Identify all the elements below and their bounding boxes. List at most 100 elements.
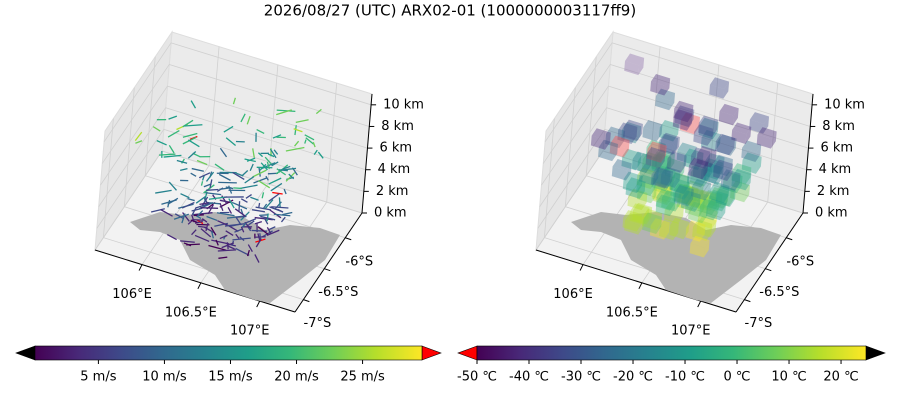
wind-arrow bbox=[218, 181, 237, 184]
temperature-voxel bbox=[609, 143, 625, 158]
temperature-voxel bbox=[708, 194, 724, 209]
wind-arrow bbox=[295, 119, 309, 124]
temperature-voxel bbox=[730, 188, 745, 203]
temperature-voxel bbox=[716, 141, 732, 156]
y-tick-label: -6°S bbox=[345, 254, 373, 269]
wind-arrow bbox=[196, 159, 208, 166]
temperature-voxel bbox=[632, 210, 648, 225]
wind-arrow bbox=[259, 163, 267, 171]
temperature-voxel bbox=[712, 162, 728, 177]
temperature-voxel bbox=[702, 162, 709, 180]
wind-arrow bbox=[219, 234, 228, 240]
temperature-voxel bbox=[715, 185, 735, 197]
temperature-voxel bbox=[684, 186, 704, 199]
temperature-voxel bbox=[687, 165, 707, 178]
wind-arrow bbox=[218, 256, 228, 259]
temperature-voxel bbox=[659, 140, 675, 155]
temperature-voxel bbox=[642, 208, 663, 221]
temperature-voxel bbox=[730, 138, 737, 156]
temperature-voxel bbox=[679, 184, 699, 196]
temperature-voxel bbox=[691, 178, 712, 191]
temperature-voxel bbox=[697, 215, 717, 228]
z-tick-label: 10 km bbox=[824, 97, 865, 112]
temperature-voxel bbox=[650, 174, 666, 189]
temperature-voxel bbox=[714, 192, 730, 207]
temperature-voxel bbox=[680, 155, 687, 173]
wind-arrow bbox=[262, 203, 268, 209]
x-tick-label: 106.5°E bbox=[165, 305, 217, 320]
temperature-voxel bbox=[673, 223, 679, 241]
wind-arrow bbox=[269, 206, 284, 213]
temperature-voxel bbox=[650, 171, 657, 190]
temperature-voxel bbox=[697, 152, 704, 171]
temperature-voxel bbox=[669, 180, 685, 195]
temperature-voxel bbox=[670, 172, 690, 185]
temperature-voxel bbox=[655, 173, 671, 188]
temperature-voxel bbox=[676, 196, 692, 211]
temperature-voxel bbox=[712, 119, 719, 137]
wind-arrow bbox=[191, 167, 204, 172]
temperature-voxel bbox=[646, 146, 666, 159]
temperature-voxel bbox=[706, 163, 713, 181]
temperature-voxel bbox=[655, 149, 676, 161]
land bbox=[571, 212, 781, 303]
temperature-voxel bbox=[677, 142, 697, 155]
temperature-voxel bbox=[709, 77, 730, 90]
temperature-voxel bbox=[715, 133, 736, 146]
wind-arrow bbox=[304, 139, 307, 144]
land bbox=[130, 212, 340, 303]
wind-arrow bbox=[208, 244, 227, 251]
temperature-voxel bbox=[704, 169, 710, 187]
wind-arrow bbox=[268, 177, 282, 185]
temperature-voxel bbox=[720, 203, 726, 221]
wind-arrow bbox=[260, 215, 276, 221]
wind-arrow bbox=[241, 170, 249, 177]
wind-arrow bbox=[278, 169, 288, 172]
temperature-voxel bbox=[763, 116, 770, 134]
temperature-voxel bbox=[665, 155, 672, 173]
colorbar-under bbox=[457, 345, 478, 361]
temperature-voxel bbox=[756, 134, 772, 149]
temperature-voxel bbox=[629, 210, 645, 225]
y-axis bbox=[735, 212, 804, 313]
temperature-voxel bbox=[659, 218, 679, 231]
temperature-voxel bbox=[674, 137, 680, 155]
wind-arrow bbox=[258, 202, 261, 208]
wind-arrow bbox=[206, 215, 218, 222]
wind-arrow bbox=[240, 113, 246, 123]
wind-arrow bbox=[235, 233, 240, 240]
temperature-voxel bbox=[642, 216, 658, 231]
temperature-voxel bbox=[669, 93, 676, 111]
temperature-voxel bbox=[706, 223, 713, 242]
temperature-voxel bbox=[684, 180, 704, 192]
temperature-voxel bbox=[669, 170, 676, 188]
y-tick-label: -6°S bbox=[786, 254, 814, 269]
temperature-voxel bbox=[683, 193, 699, 208]
x-tick bbox=[579, 264, 584, 271]
wind-arrow bbox=[266, 213, 269, 222]
wind-arrow bbox=[206, 188, 219, 191]
temperature-voxel bbox=[686, 187, 693, 205]
temperature-voxel bbox=[702, 197, 718, 212]
temperature-voxel bbox=[700, 170, 707, 188]
wind-arrow bbox=[211, 239, 230, 245]
temperature-voxel bbox=[696, 153, 712, 168]
temperature-voxel bbox=[702, 206, 709, 224]
temperature-voxel bbox=[719, 103, 739, 116]
temperature-voxel bbox=[651, 160, 667, 175]
temperature-voxel bbox=[712, 122, 719, 140]
wind-arrow bbox=[155, 189, 172, 194]
x-tick-label: 106°E bbox=[553, 287, 593, 302]
temperature-voxel bbox=[679, 162, 685, 180]
wind-arrow bbox=[156, 140, 167, 146]
temperature-voxel bbox=[736, 175, 743, 194]
wind-arrow bbox=[228, 198, 235, 209]
temperature-voxel bbox=[643, 119, 663, 132]
temperature-voxel bbox=[636, 174, 657, 187]
colorbar-over bbox=[421, 345, 442, 361]
temperature-voxel bbox=[696, 223, 712, 238]
wind-arrow bbox=[233, 187, 242, 190]
wind-arrow bbox=[273, 149, 279, 155]
temperature-voxel bbox=[664, 171, 671, 189]
